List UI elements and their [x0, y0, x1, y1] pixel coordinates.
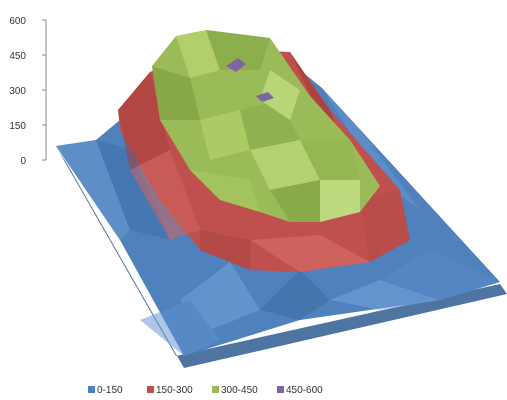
legend-label: 300-450	[221, 385, 258, 396]
legend-swatch	[147, 386, 154, 393]
surface-facet	[320, 180, 360, 222]
surface-facet	[270, 180, 320, 222]
legend-item: 0-150	[88, 385, 123, 396]
surface-facet	[322, 88, 420, 210]
surface-facet	[190, 170, 260, 212]
surface-facet	[180, 262, 260, 330]
surface-band-450-600-peak	[256, 92, 274, 102]
surface-facet	[260, 70, 300, 120]
legend-item: 450-600	[277, 385, 323, 396]
surface-facet	[330, 280, 440, 310]
surface-band-150-300-facets	[118, 52, 410, 272]
surface-facet	[200, 230, 250, 270]
legend-label: 150-300	[156, 385, 193, 396]
legend-swatch	[212, 386, 219, 393]
surface-facet	[360, 190, 410, 262]
surface-facet	[118, 72, 170, 170]
value-axis-tick-label: 150	[9, 121, 26, 132]
surface-facet	[140, 300, 220, 356]
surface-band-0-150-facets	[56, 88, 500, 356]
legend: 0-150 150-300 300-450 450-600	[88, 385, 323, 396]
surface-facet	[300, 140, 360, 180]
value-axis: 600 450 300 150 0	[9, 16, 47, 167]
surface-facet	[96, 140, 170, 240]
legend-swatch	[277, 386, 284, 393]
surface-facet	[152, 66, 200, 120]
legend-swatch	[88, 386, 95, 393]
value-axis-tick-label: 600	[9, 16, 26, 27]
legend-label: 0-150	[97, 385, 123, 396]
value-axis-tick-label: 300	[9, 86, 26, 97]
surface-facet	[200, 110, 250, 160]
surface-facet	[176, 30, 220, 78]
surface-facet	[250, 140, 320, 190]
value-axis-tick-label: 0	[20, 156, 26, 167]
surface-facet	[260, 270, 330, 320]
surface-band-450-600-peak	[226, 58, 246, 72]
legend-label: 450-600	[286, 385, 323, 396]
surface-band-300-450-facets	[152, 30, 360, 222]
value-axis-tick-label: 450	[9, 51, 26, 62]
surface-facet	[250, 235, 370, 272]
legend-item: 150-300	[147, 385, 193, 396]
surface-floor-edge	[58, 150, 507, 368]
surface-facet	[56, 140, 130, 240]
surface-facet	[380, 250, 500, 300]
legend-item: 300-450	[212, 385, 258, 396]
surface-facet	[130, 150, 200, 240]
surface-facet	[206, 30, 270, 70]
surface-plot	[56, 30, 507, 368]
